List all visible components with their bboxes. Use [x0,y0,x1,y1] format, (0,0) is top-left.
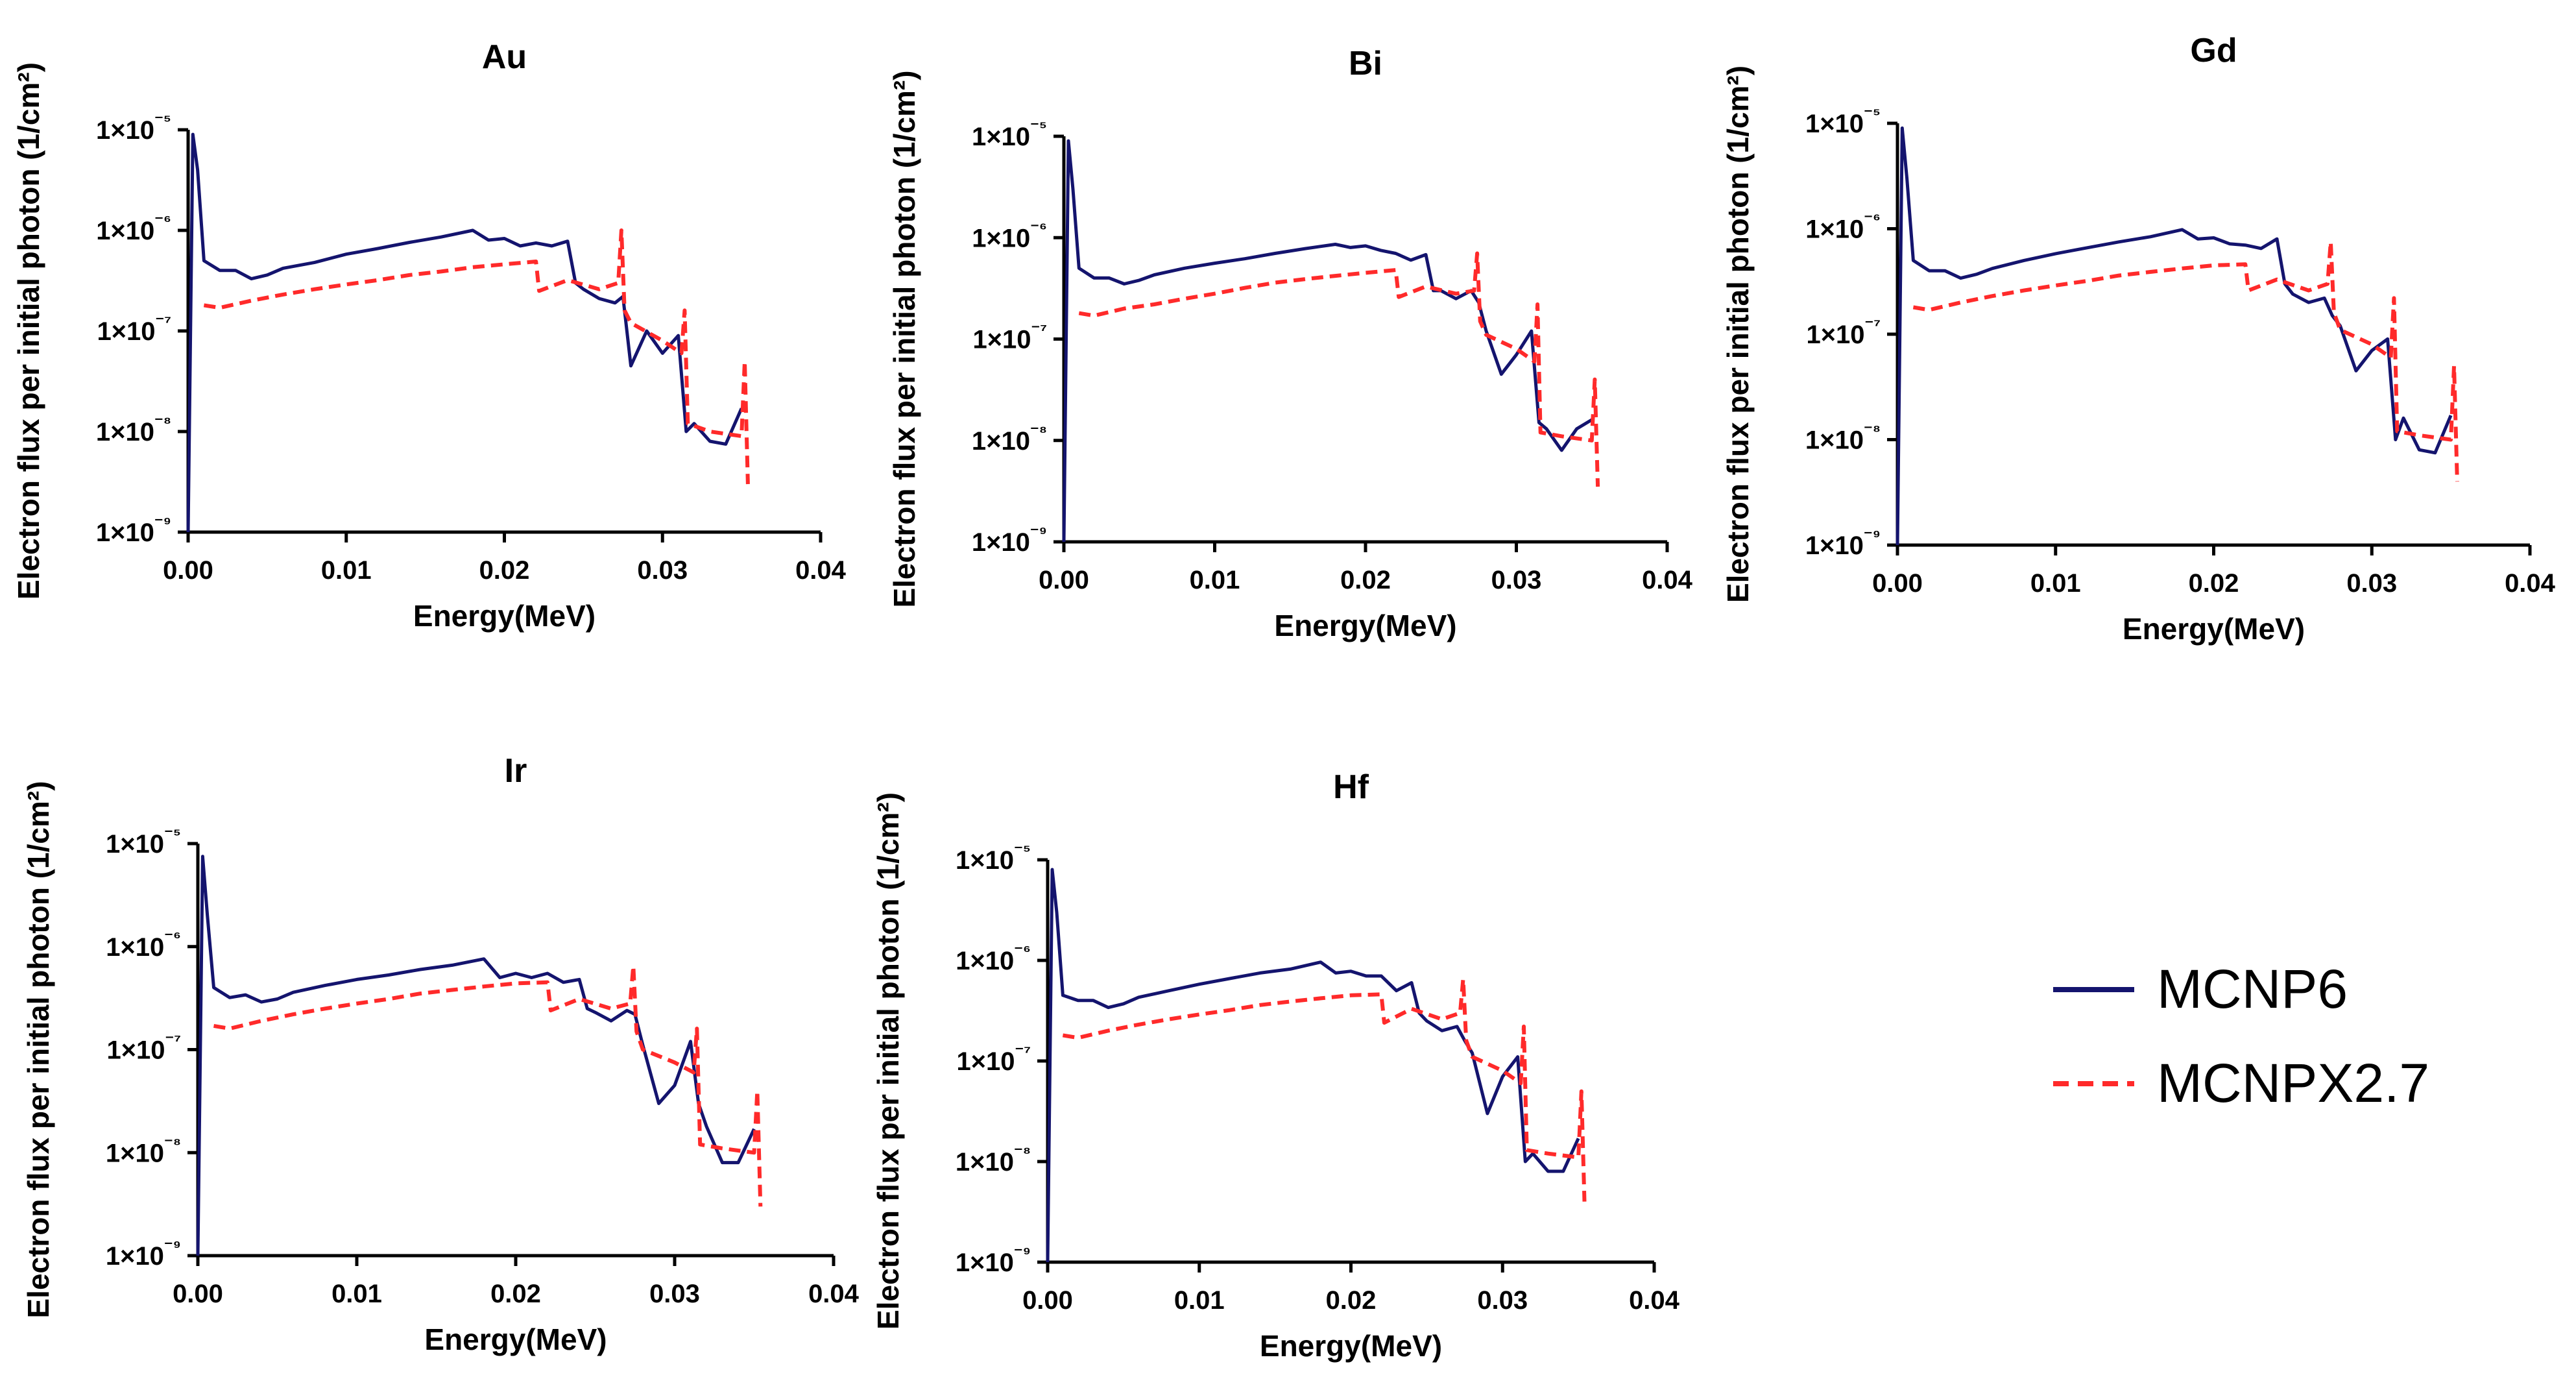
y-tick-label: 1×10⁻⁵ [1805,104,1881,138]
chart-title: Bi [1349,45,1382,82]
x-axis-title: Energy(MeV) [424,1322,607,1356]
x-tick-label: 0.02 [479,556,530,585]
x-tick-label: 0.02 [2189,569,2239,598]
chart-bi: Bi 0.00 0.01 0.02 0.03 0.04 1×10⁻⁹ 1×10⁻⁸ 1×10⁻⁷… [887,45,1693,642]
y-tick-label: 1×10⁻⁶ [96,211,171,245]
y-axis-title: Electron flux per initial photon (1/cm²) [12,62,45,600]
chart-gd: Gd 0.00 0.01 0.02 0.03 0.04 1×10⁻⁹ 1×10⁻⁸ 1×10⁻⁷… [1721,32,2556,646]
series-line-mcnpx27 [203,228,750,485]
legend-label-mcnp6: MCNP6 [2157,958,2348,1019]
x-tick-label: 0.01 [321,556,372,585]
y-axis-title: Electron flux per initial photon (1/cm²) [871,792,905,1330]
x-tick-label: 0.01 [1190,566,1240,594]
x-tick-label: 0.00 [173,1280,223,1308]
y-tick-label: 1×10⁻⁹ [1805,526,1881,560]
y-tick-label: 1×10⁻⁹ [96,513,171,547]
chart-title: Hf [1333,768,1369,806]
x-axis-title: Energy(MeV) [1260,1329,1442,1363]
x-axis-title: Energy(MeV) [413,599,596,633]
y-tick-label: 1×10⁻⁷ [97,311,171,346]
x-tick-label: 0.02 [490,1280,541,1308]
series-line-mcnpx27 [213,964,763,1207]
series-line-mcnp6 [186,132,743,533]
legend: MCNP6 MCNPX2.7 [2053,958,2429,1114]
x-tick-label: 0.04 [1642,566,1693,594]
chart-panels: Au 0.00 0.01 0.02 0.03 0.04 1×10⁻⁹ 1×10⁻⁸ 1×10⁻⁷… [12,32,2556,1363]
x-tick-label: 0.03 [1477,1286,1528,1315]
x-tick-label: 0.04 [795,556,847,585]
x-tick-label: 0.00 [1872,569,1923,598]
chart-title: Gd [2190,32,2237,69]
y-axis-title: Electron flux per initial photon (1/cm²) [887,70,921,607]
series-line-mcnpx27 [1062,977,1587,1202]
series-line-mcnp6 [196,855,756,1256]
series-line-mcnp6 [1046,868,1580,1263]
y-tick-label: 1×10⁻⁵ [96,110,171,145]
x-tick-label: 0.04 [1629,1286,1680,1315]
chart-hf: Hf 0.00 0.01 0.02 0.03 0.04 1×10⁻⁹ 1×10⁻⁸ 1×10⁻⁷… [871,768,1680,1363]
y-axis-title: Electron flux per initial photon (1/cm²) [21,781,55,1318]
y-tick-label: 1×10⁻⁷ [106,1030,181,1065]
y-tick-label: 1×10⁻⁹ [956,1243,1031,1277]
x-tick-label: 0.03 [2346,569,2397,598]
y-tick-label: 1×10⁻⁹ [106,1236,181,1271]
series-line-mcnp6 [1896,126,2453,546]
y-tick-label: 1×10⁻⁶ [1805,210,1881,244]
chart-title: Au [482,38,527,76]
x-axis-title: Energy(MeV) [1274,609,1456,642]
series-line-mcnpx27 [1912,239,2459,482]
x-tick-label: 0.00 [1022,1286,1073,1315]
x-tick-label: 0.02 [1340,566,1391,594]
y-tick-label: 1×10⁻⁹ [972,522,1047,557]
y-tick-label: 1×10⁻⁶ [972,218,1047,252]
y-tick-label: 1×10⁻⁶ [956,941,1031,975]
x-axis-title: Energy(MeV) [2123,612,2305,646]
y-tick-label: 1×10⁻⁸ [96,412,171,446]
series-line-mcnp6 [1062,139,1593,542]
y-tick-label: 1×10⁻⁷ [1806,315,1881,349]
y-tick-label: 1×10⁻⁷ [956,1042,1031,1076]
chart-au: Au 0.00 0.01 0.02 0.03 0.04 1×10⁻⁹ 1×10⁻⁸ 1×10⁻⁷… [12,38,847,633]
y-tick-label: 1×10⁻⁵ [106,824,181,859]
x-tick-label: 0.01 [2030,569,2081,598]
x-tick-label: 0.03 [637,556,688,585]
x-tick-label: 0.03 [1491,566,1542,594]
x-tick-label: 0.04 [2505,569,2556,598]
x-tick-label: 0.01 [1174,1286,1225,1315]
x-tick-label: 0.04 [808,1280,860,1308]
x-tick-label: 0.02 [1326,1286,1377,1315]
y-tick-label: 1×10⁻⁵ [972,117,1047,151]
x-tick-label: 0.03 [649,1280,700,1308]
y-axis-title: Electron flux per initial photon (1/cm²) [1721,66,1755,603]
y-tick-label: 1×10⁻⁸ [1805,420,1881,455]
chart-ir: Ir 0.00 0.01 0.02 0.03 0.04 1×10⁻⁹ 1×10⁻⁸ 1×10⁻⁷… [21,752,860,1356]
y-tick-label: 1×10⁻⁶ [106,927,181,962]
x-tick-label: 0.01 [331,1280,382,1308]
x-tick-label: 0.00 [163,556,213,585]
series-line-mcnpx27 [1078,251,1600,487]
y-tick-label: 1×10⁻⁷ [972,320,1047,354]
y-tick-label: 1×10⁻⁸ [106,1133,181,1167]
y-tick-label: 1×10⁻⁸ [956,1142,1031,1176]
y-tick-label: 1×10⁻⁸ [972,421,1047,456]
x-tick-label: 0.00 [1039,566,1089,594]
y-tick-label: 1×10⁻⁵ [956,840,1031,875]
legend-label-mcnpx: MCNPX2.7 [2157,1053,2429,1114]
chart-title: Ir [505,752,527,790]
